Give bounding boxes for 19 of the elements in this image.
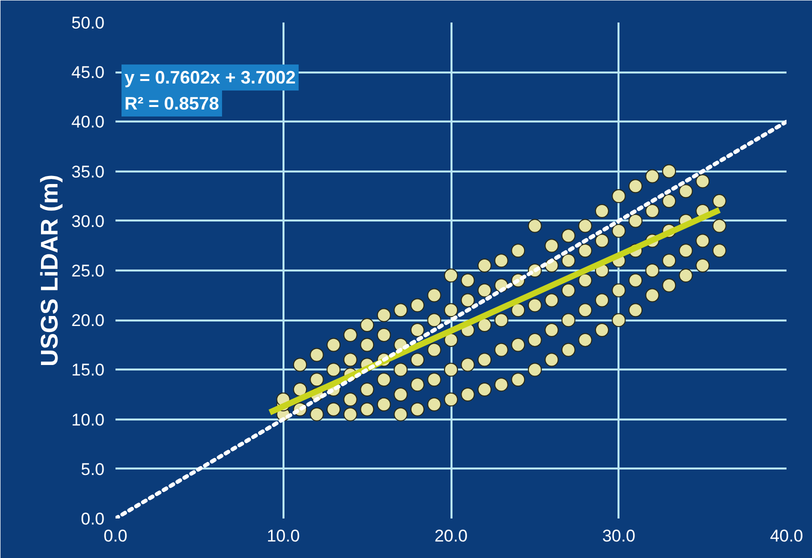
annotation: y = 0.7602x + 3.7002 — [124, 68, 296, 88]
y-tick-label: 10.0 — [71, 410, 105, 430]
y-tick-label: 0.0 — [80, 510, 105, 528]
y-tick-label: 25.0 — [71, 262, 105, 280]
y-tick-label: 5.0 — [80, 460, 105, 479]
y-tick-label: 50.0 — [71, 14, 105, 32]
y-tick-label: 15.0 — [71, 360, 105, 380]
x-tick-label: 10.0 — [266, 526, 300, 546]
y-axis-title: USGS LiDAR (m) — [36, 174, 64, 366]
y-tick-label: 45.0 — [71, 63, 105, 82]
x-tick-label: 30.0 — [602, 526, 636, 546]
x-tick-label: 40.0 — [770, 526, 804, 546]
y-tick-label: 30.0 — [71, 212, 105, 231]
x-tick-label: 20.0 — [434, 526, 468, 546]
annotation: R² = 0.8578 — [124, 94, 220, 114]
y-tick-label: 40.0 — [71, 112, 105, 132]
y-tick-label: 35.0 — [71, 162, 105, 182]
y-tick-label: 20.0 — [71, 311, 105, 330]
x-tick-label: 0.0 — [104, 526, 128, 546]
